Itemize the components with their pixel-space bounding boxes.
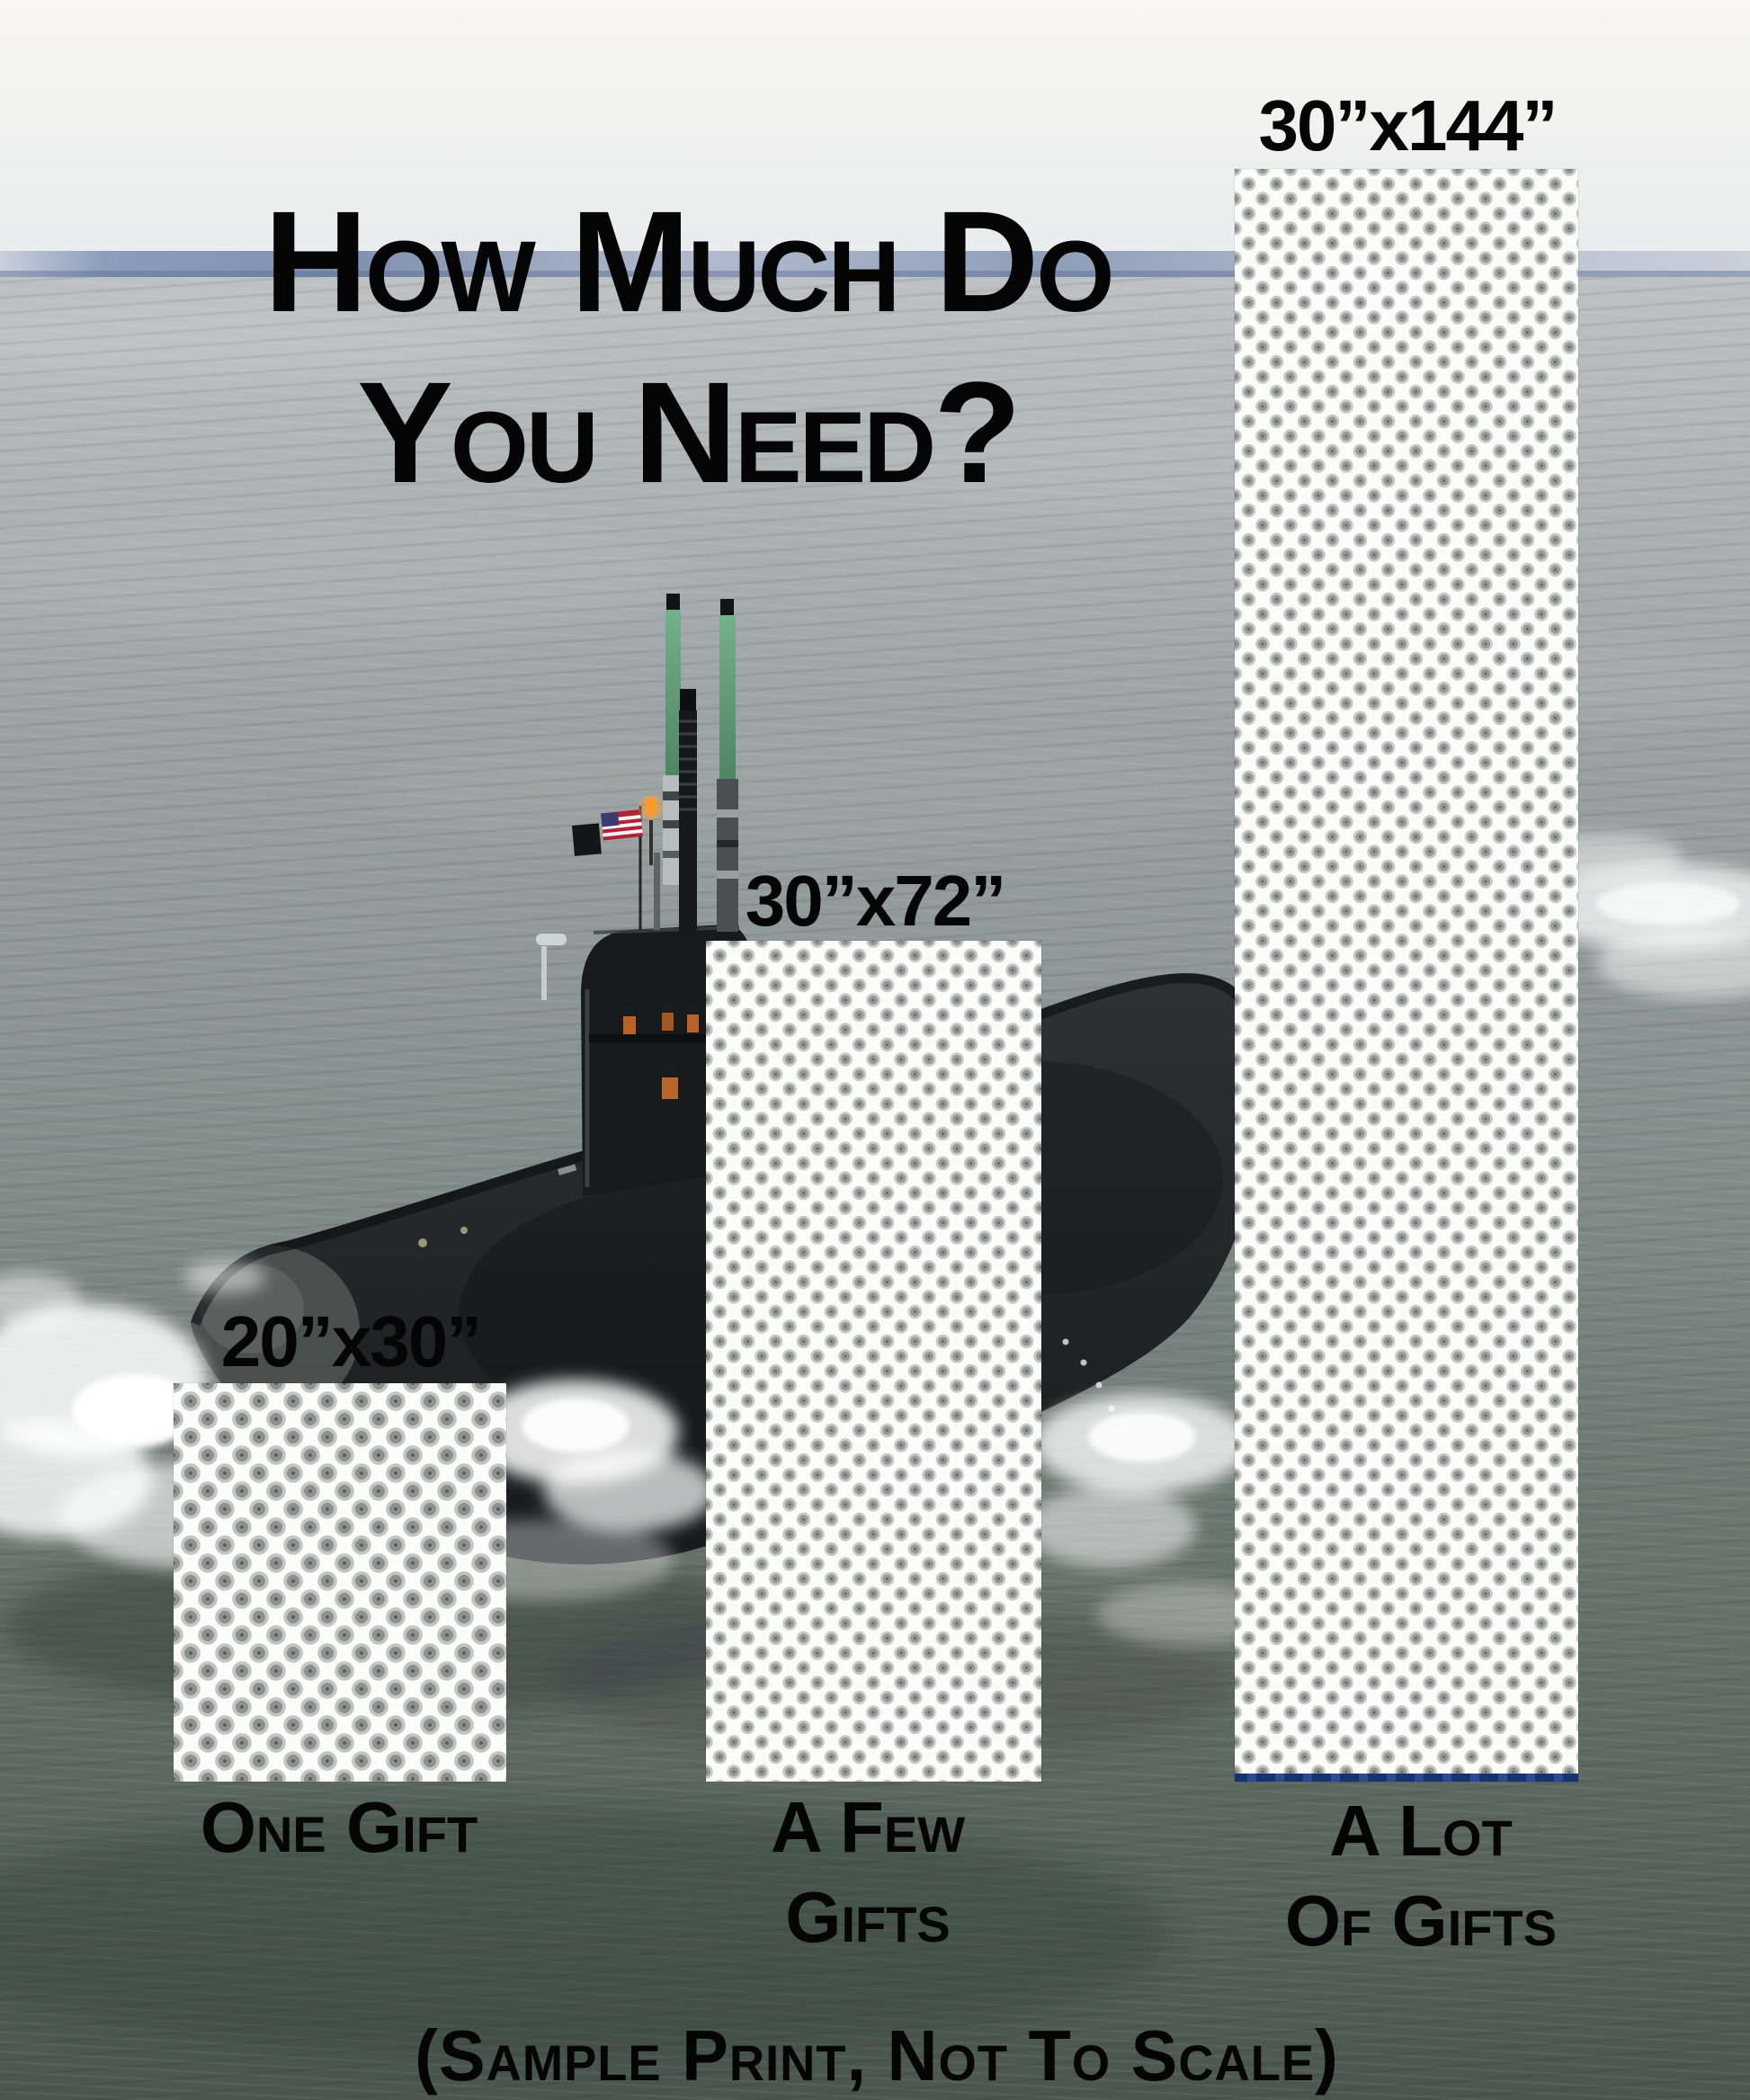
page-title-line2: You Need? bbox=[357, 352, 1022, 513]
size-label-30x144: 30”x144” bbox=[1258, 85, 1558, 165]
gift-count-label-few: A Few Gifts bbox=[688, 1783, 1048, 1962]
gift-count-label-one: One Gift bbox=[159, 1783, 519, 1872]
gift-count-line: A Lot bbox=[1329, 1791, 1513, 1871]
size-label-30x72: 30”x72” bbox=[745, 861, 1006, 941]
sample-print-30x72 bbox=[706, 941, 1041, 1782]
sample-print-navy-edge bbox=[1235, 1774, 1578, 1782]
gift-count-label-lot: A Lot Of Gifts bbox=[1241, 1786, 1601, 1966]
sample-print-20x30 bbox=[174, 1383, 506, 1782]
gift-count-line: Of Gifts bbox=[1284, 1881, 1558, 1961]
page-title-line1: How Much Do bbox=[263, 181, 1115, 342]
page-title: How Much Do You Need? bbox=[0, 176, 1376, 518]
gift-count-line: One Gift bbox=[200, 1787, 478, 1867]
gift-count-line: A Few bbox=[770, 1787, 966, 1867]
sample-print-30x144 bbox=[1235, 169, 1578, 1782]
gift-count-line: Gifts bbox=[785, 1877, 951, 1957]
scale-disclaimer: (Sample Print, Not To Scale) bbox=[415, 2015, 1339, 2096]
size-label-20x30: 20”x30” bbox=[220, 1301, 482, 1381]
